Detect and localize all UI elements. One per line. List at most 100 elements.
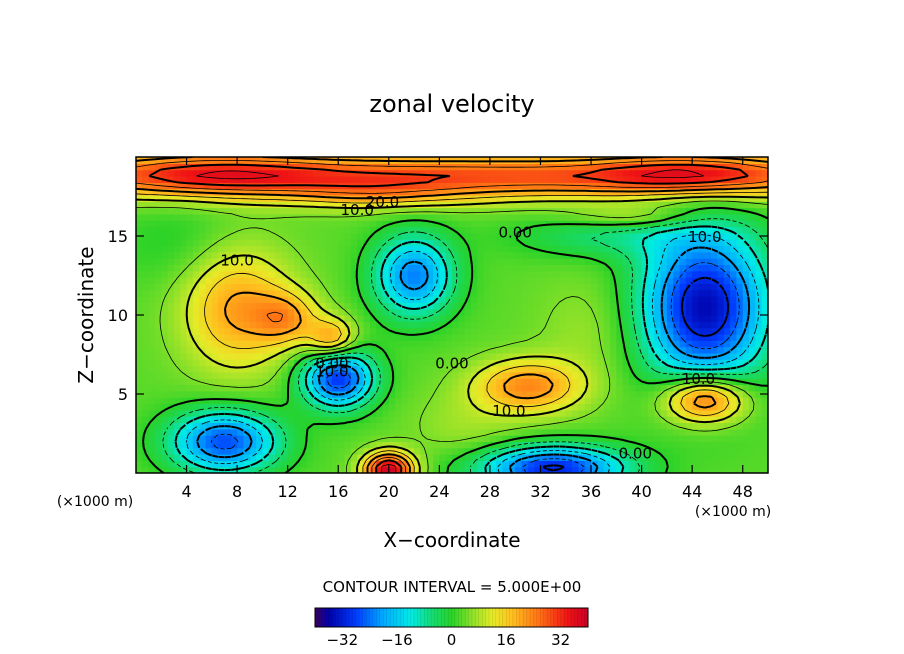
field-cell: [622, 327, 630, 335]
field-cell: [344, 441, 352, 449]
field-cell: [312, 384, 320, 392]
field-cell: [502, 169, 510, 177]
field-cell: [673, 283, 681, 291]
field-cell: [256, 157, 263, 164]
field-cell: [420, 390, 428, 398]
field-cell: [230, 232, 238, 240]
field-cell: [312, 169, 320, 177]
field-cell: [584, 397, 592, 405]
field-cell: [723, 188, 731, 196]
field-cell: [401, 359, 409, 367]
field-cell: [180, 245, 188, 253]
field-cell: [452, 251, 459, 259]
field-cell: [136, 213, 143, 221]
field-cell: [382, 466, 390, 473]
field-cell: [527, 226, 535, 234]
field-cell: [199, 175, 207, 183]
field-cell: [211, 175, 219, 183]
field-cell: [464, 207, 472, 215]
field-cell: [211, 352, 219, 360]
field-cell: [641, 416, 649, 424]
field-cell: [717, 157, 725, 164]
field-cell: [262, 315, 270, 322]
field-cell: [154, 441, 162, 449]
field-cell: [553, 365, 561, 373]
field-cell: [521, 409, 529, 417]
field-cell: [407, 403, 415, 411]
field-cell: [211, 397, 219, 405]
field-cell: [294, 409, 301, 417]
field-cell: [331, 403, 339, 411]
field-cell: [496, 428, 504, 436]
field-cell: [312, 466, 320, 473]
field-cell: [382, 308, 390, 316]
field-cell: [414, 384, 421, 392]
field-cell: [294, 454, 301, 461]
field-cell: [395, 416, 403, 424]
field-cell: [294, 321, 301, 329]
field-cell: [654, 258, 662, 266]
field-cell: [736, 283, 744, 291]
field-cell: [673, 220, 681, 228]
field-cell: [338, 466, 346, 473]
field-cell: [414, 454, 421, 461]
field-cell: [452, 435, 459, 442]
field-cell: [616, 226, 624, 234]
field-cell: [521, 283, 529, 291]
field-cell: [565, 226, 573, 234]
field-cell: [717, 441, 725, 449]
field-cell: [673, 232, 681, 240]
field-cell: [711, 245, 719, 253]
field-cell: [344, 447, 352, 455]
field-cell: [407, 371, 415, 379]
field-cell: [521, 466, 529, 473]
field-cell: [628, 340, 636, 348]
field-cell: [376, 384, 384, 392]
field-cell: [433, 466, 440, 473]
field-cell: [534, 397, 542, 405]
field-cell: [407, 428, 415, 436]
field-cell: [433, 352, 440, 360]
field-cell: [161, 188, 169, 196]
field-cell: [483, 220, 491, 228]
field-cell: [622, 397, 630, 405]
field-cell: [199, 365, 207, 373]
field-cell: [483, 201, 491, 209]
field-cell: [572, 289, 579, 297]
field-cell: [439, 321, 447, 329]
field-cell: [205, 321, 213, 329]
field-cell: [458, 213, 466, 221]
field-cell: [647, 333, 655, 341]
field-cell: [224, 175, 232, 183]
field-cell: [470, 365, 478, 373]
field-cell: [376, 308, 384, 316]
field-cell: [426, 302, 434, 310]
field-cell: [249, 296, 257, 303]
field-cell: [647, 296, 655, 303]
field-cell: [458, 454, 466, 461]
field-cell: [420, 352, 428, 360]
field-cell: [268, 213, 276, 221]
field-cell: [654, 251, 662, 259]
field-cell: [306, 460, 314, 468]
field-cell: [666, 232, 674, 240]
field-cell: [388, 441, 396, 449]
field-cell: [660, 371, 668, 379]
field-cell: [464, 258, 472, 266]
field-cell: [331, 302, 339, 310]
field-cell: [641, 359, 649, 367]
field-cell: [369, 315, 377, 322]
field-cell: [180, 346, 188, 354]
field-cell: [717, 239, 725, 247]
field-cell: [350, 207, 358, 215]
field-cell: [338, 283, 346, 291]
field-cell: [338, 188, 346, 196]
field-cell: [319, 447, 327, 455]
field-cell: [363, 308, 371, 316]
field-cell: [287, 409, 295, 417]
field-cell: [211, 194, 219, 202]
field-cell: [414, 365, 421, 373]
field-cell: [445, 207, 453, 215]
field-cell: [154, 435, 162, 442]
field-cell: [458, 194, 466, 202]
